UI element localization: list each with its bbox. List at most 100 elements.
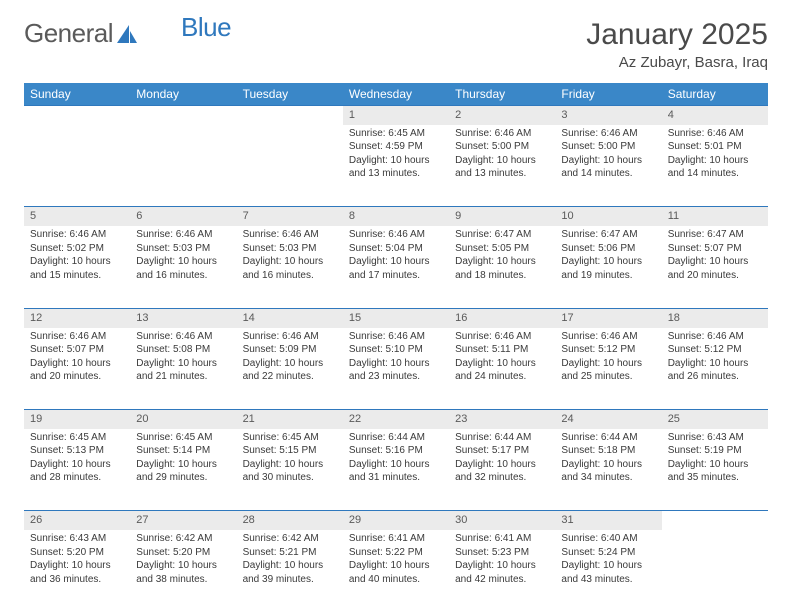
sunrise-text: Sunrise: 6:46 AM [561,330,655,344]
daylight-text: Daylight: 10 hours [455,458,549,472]
sunrise-text: Sunrise: 6:45 AM [349,127,443,141]
daylight-text: and 14 minutes. [561,167,655,181]
day-number-cell: 24 [555,410,661,429]
daylight-text: Daylight: 10 hours [561,559,655,573]
daylight-text: Daylight: 10 hours [561,154,655,168]
day-number-row: 19202122232425 [24,410,768,429]
daylight-text: and 43 minutes. [561,573,655,587]
daylight-text: Daylight: 10 hours [30,357,124,371]
daylight-text: and 17 minutes. [349,269,443,283]
day-cell: Sunrise: 6:46 AMSunset: 5:11 PMDaylight:… [449,328,555,410]
day-cell: Sunrise: 6:42 AMSunset: 5:20 PMDaylight:… [130,530,236,612]
day-header: Wednesday [343,83,449,106]
daylight-text: Daylight: 10 hours [136,458,230,472]
sunset-text: Sunset: 5:12 PM [561,343,655,357]
daylight-text: Daylight: 10 hours [30,255,124,269]
daylight-text: Daylight: 10 hours [30,559,124,573]
daylight-text: Daylight: 10 hours [136,357,230,371]
sunrise-text: Sunrise: 6:45 AM [243,431,337,445]
sunrise-text: Sunrise: 6:41 AM [349,532,443,546]
sunset-text: Sunset: 5:07 PM [30,343,124,357]
sunset-text: Sunset: 5:20 PM [30,546,124,560]
sunset-text: Sunset: 5:21 PM [243,546,337,560]
day-cell: Sunrise: 6:46 AMSunset: 5:08 PMDaylight:… [130,328,236,410]
day-number-row: 262728293031 [24,511,768,530]
daylight-text: and 26 minutes. [668,370,762,384]
daylight-text: Daylight: 10 hours [349,559,443,573]
sunset-text: Sunset: 5:02 PM [30,242,124,256]
day-number-cell: 26 [24,511,130,530]
sunset-text: Sunset: 5:22 PM [349,546,443,560]
daylight-text: Daylight: 10 hours [668,458,762,472]
daylight-text: and 28 minutes. [30,471,124,485]
day-cell: Sunrise: 6:45 AMSunset: 5:15 PMDaylight:… [237,429,343,511]
brand-part2: Blue [181,12,231,43]
day-number-cell: 15 [343,308,449,327]
daylight-text: Daylight: 10 hours [561,255,655,269]
sunset-text: Sunset: 5:12 PM [668,343,762,357]
day-number-cell: 4 [662,106,768,125]
sunset-text: Sunset: 5:04 PM [349,242,443,256]
daylight-text: and 16 minutes. [243,269,337,283]
daylight-text: Daylight: 10 hours [349,255,443,269]
daylight-text: Daylight: 10 hours [136,255,230,269]
day-cell: Sunrise: 6:43 AMSunset: 5:19 PMDaylight:… [662,429,768,511]
day-cell: Sunrise: 6:47 AMSunset: 5:06 PMDaylight:… [555,226,661,308]
day-number-row: 567891011 [24,207,768,226]
day-cell: Sunrise: 6:46 AMSunset: 5:12 PMDaylight:… [555,328,661,410]
day-cell: Sunrise: 6:46 AMSunset: 5:00 PMDaylight:… [449,125,555,207]
day-cell [237,125,343,207]
day-header: Tuesday [237,83,343,106]
sunset-text: Sunset: 5:09 PM [243,343,337,357]
sunset-text: Sunset: 5:03 PM [136,242,230,256]
day-number-cell: 30 [449,511,555,530]
daylight-text: and 22 minutes. [243,370,337,384]
sunset-text: Sunset: 5:00 PM [561,140,655,154]
daylight-text: and 13 minutes. [455,167,549,181]
page-header: General Blue January 2025 Az Zubayr, Bas… [0,0,792,77]
sunrise-text: Sunrise: 6:40 AM [561,532,655,546]
day-header: Thursday [449,83,555,106]
day-cell: Sunrise: 6:42 AMSunset: 5:21 PMDaylight:… [237,530,343,612]
brand-part1: General [24,18,113,49]
sunset-text: Sunset: 5:00 PM [455,140,549,154]
day-number-cell: 16 [449,308,555,327]
daylight-text: and 36 minutes. [30,573,124,587]
daylight-text: Daylight: 10 hours [561,458,655,472]
day-cell: Sunrise: 6:46 AMSunset: 5:02 PMDaylight:… [24,226,130,308]
day-cell: Sunrise: 6:43 AMSunset: 5:20 PMDaylight:… [24,530,130,612]
daylight-text: and 21 minutes. [136,370,230,384]
day-cell [130,125,236,207]
day-number-cell: 18 [662,308,768,327]
daylight-text: Daylight: 10 hours [30,458,124,472]
day-number-cell: 13 [130,308,236,327]
sunrise-text: Sunrise: 6:41 AM [455,532,549,546]
day-number-cell [130,106,236,125]
daylight-text: and 13 minutes. [349,167,443,181]
daylight-text: and 38 minutes. [136,573,230,587]
day-number-cell [662,511,768,530]
day-header: Friday [555,83,661,106]
day-header: Monday [130,83,236,106]
day-number-cell: 5 [24,207,130,226]
daylight-text: Daylight: 10 hours [455,559,549,573]
day-cell: Sunrise: 6:45 AMSunset: 5:13 PMDaylight:… [24,429,130,511]
day-number-cell: 28 [237,511,343,530]
daylight-text: and 34 minutes. [561,471,655,485]
month-title: January 2025 [586,18,768,52]
sunrise-text: Sunrise: 6:46 AM [349,228,443,242]
daylight-text: Daylight: 10 hours [668,357,762,371]
day-cell: Sunrise: 6:45 AMSunset: 5:14 PMDaylight:… [130,429,236,511]
day-cell: Sunrise: 6:46 AMSunset: 5:10 PMDaylight:… [343,328,449,410]
sunrise-text: Sunrise: 6:47 AM [455,228,549,242]
day-header: Saturday [662,83,768,106]
day-number-cell: 19 [24,410,130,429]
day-content-row: Sunrise: 6:46 AMSunset: 5:07 PMDaylight:… [24,328,768,410]
daylight-text: and 15 minutes. [30,269,124,283]
location-text: Az Zubayr, Basra, Iraq [586,54,768,71]
daylight-text: Daylight: 10 hours [561,357,655,371]
day-number-cell: 7 [237,207,343,226]
daylight-text: and 25 minutes. [561,370,655,384]
sunrise-text: Sunrise: 6:43 AM [30,532,124,546]
day-content-row: Sunrise: 6:45 AMSunset: 5:13 PMDaylight:… [24,429,768,511]
